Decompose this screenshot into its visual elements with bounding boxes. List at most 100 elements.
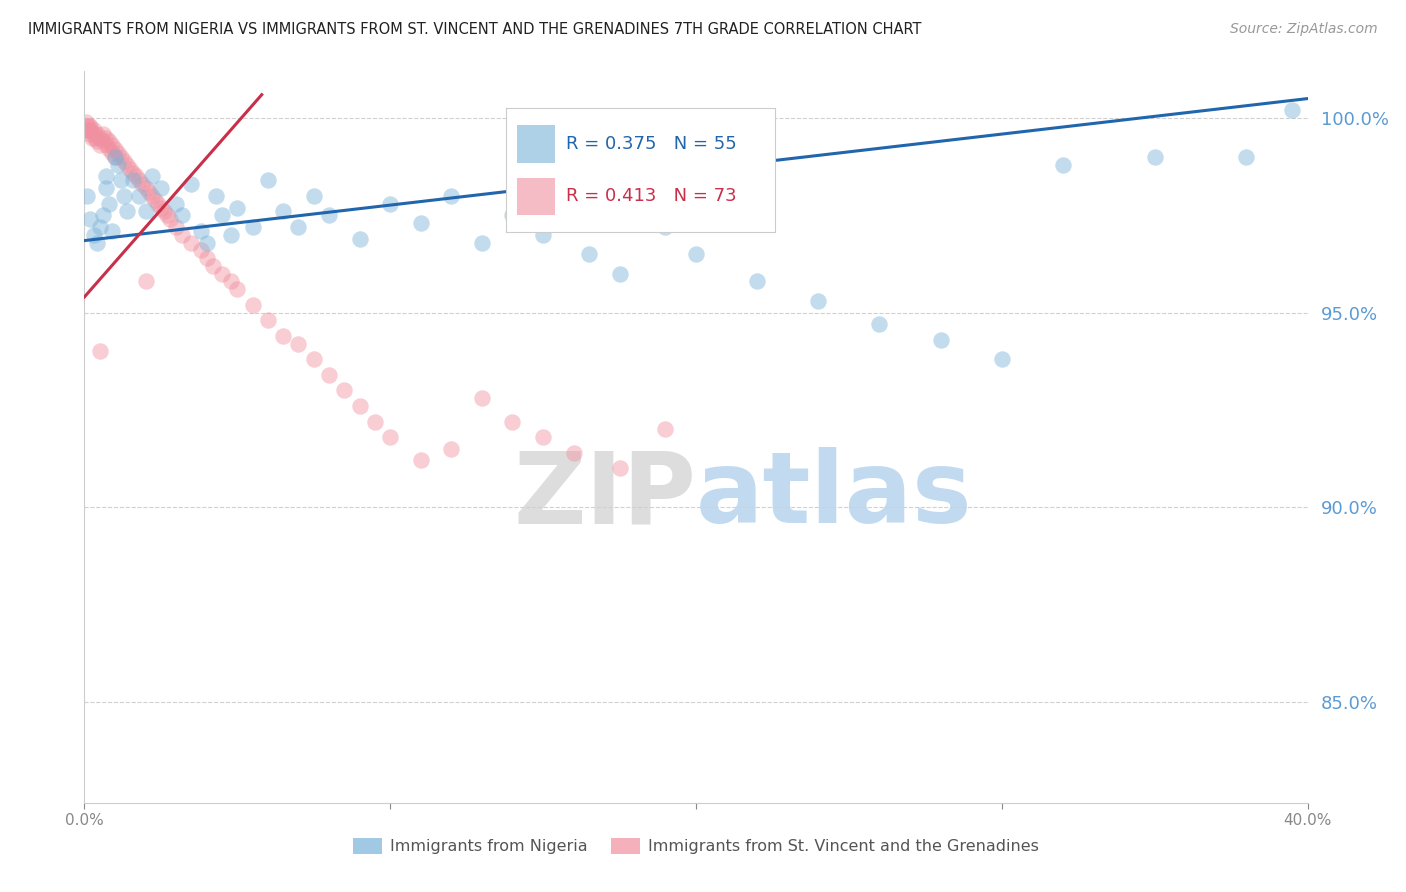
Point [153, 204, 176, 219]
Text: IMMIGRANTS FROM NIGERIA VS IMMIGRANTS FROM ST. VINCENT AND THE GRENADINES 7TH GR: IMMIGRANTS FROM NIGERIA VS IMMIGRANTS FR… [28, 22, 921, 37]
Point [75, 115, 97, 129]
Point [83, 227, 105, 242]
Point [205, 189, 228, 203]
Point [101, 138, 124, 153]
Point [409, 216, 432, 230]
Legend: Immigrants from Nigeria, Immigrants from St. Vincent and the Grenadines: Immigrants from Nigeria, Immigrants from… [347, 831, 1045, 861]
Point [122, 165, 145, 179]
Text: Source: ZipAtlas.com: Source: ZipAtlas.com [1230, 22, 1378, 37]
Point [195, 251, 218, 265]
Point [440, 442, 463, 456]
Point [1143, 150, 1166, 164]
Point [138, 185, 160, 199]
Point [1052, 158, 1074, 172]
Point [97, 142, 120, 156]
Point [257, 313, 280, 327]
Point [149, 201, 172, 215]
Point [83, 122, 105, 136]
Point [201, 259, 224, 273]
Point [991, 352, 1014, 367]
Point [97, 196, 120, 211]
Point [135, 204, 157, 219]
Point [115, 204, 138, 219]
Point [79, 212, 101, 227]
Point [76, 122, 98, 136]
Point [578, 247, 600, 261]
Point [76, 189, 98, 203]
Point [112, 189, 135, 203]
Point [97, 135, 120, 149]
Point [101, 146, 124, 161]
Point [79, 127, 101, 141]
Point [107, 146, 129, 161]
Point [135, 275, 157, 289]
Point [131, 177, 153, 191]
Point [349, 232, 371, 246]
Point [287, 219, 309, 234]
Point [94, 130, 117, 145]
Point [104, 150, 127, 164]
Point [364, 415, 387, 429]
Point [141, 169, 163, 184]
Point [77, 119, 100, 133]
Point [869, 318, 891, 332]
Point [654, 219, 676, 234]
Point [86, 235, 108, 250]
Point [94, 138, 117, 153]
Point [747, 275, 769, 289]
Point [302, 352, 325, 367]
Point [226, 201, 249, 215]
Point [271, 204, 294, 219]
Point [94, 181, 117, 195]
Point [135, 181, 157, 195]
Point [271, 329, 294, 343]
Point [318, 208, 340, 222]
Text: atlas: atlas [696, 447, 973, 544]
Point [219, 275, 242, 289]
Point [86, 127, 108, 141]
Point [79, 119, 101, 133]
Point [120, 161, 142, 176]
Point [609, 267, 631, 281]
Point [94, 169, 117, 184]
Point [349, 399, 371, 413]
Point [502, 208, 524, 222]
Point [77, 122, 100, 136]
Point [380, 196, 402, 211]
Point [380, 430, 402, 444]
Point [190, 224, 212, 238]
Point [76, 119, 98, 133]
Point [242, 298, 264, 312]
Point [654, 422, 676, 436]
Point [89, 130, 111, 145]
Point [122, 173, 145, 187]
Point [149, 181, 172, 195]
Point [165, 196, 187, 211]
Point [226, 282, 249, 296]
Point [83, 127, 105, 141]
Point [128, 173, 150, 187]
Point [89, 138, 111, 153]
Point [79, 122, 101, 136]
Point [112, 153, 135, 168]
Point [172, 208, 194, 222]
Point [531, 430, 554, 444]
Point [929, 333, 952, 347]
Point [333, 384, 356, 398]
Point [318, 368, 340, 382]
Point [159, 212, 181, 227]
Point [471, 391, 494, 405]
Point [242, 219, 264, 234]
Point [257, 173, 280, 187]
Point [180, 235, 202, 250]
Point [91, 127, 114, 141]
Point [531, 227, 554, 242]
Point [89, 219, 111, 234]
Point [115, 158, 138, 172]
Point [685, 247, 707, 261]
Point [807, 293, 830, 308]
Point [104, 150, 127, 164]
Point [287, 336, 309, 351]
Point [471, 235, 494, 250]
Point [141, 189, 163, 203]
